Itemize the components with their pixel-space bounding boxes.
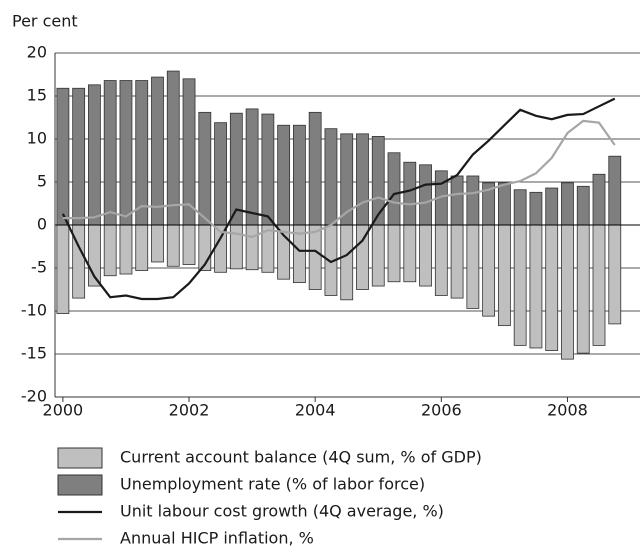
bar <box>497 224 511 327</box>
bar <box>135 80 149 226</box>
y-axis-label: Per cent <box>12 12 78 31</box>
legend-label: Unit labour cost growth (4Q average, %) <box>120 502 444 521</box>
y-tick-label: -5 <box>31 258 47 277</box>
bar <box>261 113 275 226</box>
legend-swatch <box>57 447 103 469</box>
bar <box>182 78 196 226</box>
bar <box>419 164 432 226</box>
bar <box>72 87 86 226</box>
bar <box>135 224 149 271</box>
bar <box>119 80 133 226</box>
bar <box>182 224 196 265</box>
bar <box>356 133 369 226</box>
bar <box>529 224 543 349</box>
x-tick-label: 2002 <box>169 401 210 420</box>
y-tick-label: -10 <box>21 301 47 320</box>
bar <box>166 224 180 267</box>
bar <box>293 124 306 226</box>
bar <box>308 224 322 290</box>
x-tick-label: 2000 <box>43 401 84 420</box>
y-tick-label: 5 <box>37 172 47 191</box>
bar <box>56 224 70 314</box>
bar <box>592 173 606 226</box>
bar <box>387 152 401 226</box>
bar <box>561 224 574 360</box>
bar <box>403 161 417 226</box>
bar <box>608 155 622 226</box>
bar <box>371 136 385 226</box>
x-tick-label: 2004 <box>295 401 336 420</box>
line <box>61 97 616 301</box>
bar <box>513 224 527 346</box>
bar <box>608 224 622 325</box>
bar <box>434 224 448 296</box>
bar <box>308 111 322 226</box>
legend-label: Unemployment rate (% of labor force) <box>120 475 425 494</box>
bar <box>166 70 180 226</box>
y-tick-label: -20 <box>21 387 47 406</box>
bar <box>88 84 101 226</box>
bar <box>151 224 164 263</box>
bar <box>277 124 291 226</box>
bar <box>419 224 432 287</box>
y-tick-label: 15 <box>27 86 47 105</box>
bar <box>466 175 480 226</box>
bar <box>340 224 354 301</box>
bar <box>151 76 164 226</box>
bar <box>229 224 243 270</box>
bar <box>245 224 259 271</box>
bar <box>482 224 496 317</box>
legend-label: Current account balance (4Q sum, % of GD… <box>120 448 482 467</box>
bar <box>324 128 338 226</box>
bar <box>513 189 527 226</box>
y-tick-label: -15 <box>21 344 47 363</box>
bar <box>576 224 590 354</box>
x-tick-label: 2006 <box>421 401 462 420</box>
bar <box>561 182 574 226</box>
bar <box>103 80 117 226</box>
x-tick-label: 2008 <box>547 401 588 420</box>
bar <box>576 185 590 226</box>
y-tick-label: 10 <box>27 129 47 148</box>
bar <box>592 224 606 346</box>
legend-label: Annual HICP inflation, % <box>120 529 314 548</box>
bar <box>214 122 227 226</box>
bar <box>450 175 464 226</box>
bar <box>371 224 385 287</box>
legend-swatch <box>57 474 103 496</box>
bar <box>466 224 480 309</box>
bar <box>529 191 543 226</box>
bar <box>387 224 401 283</box>
line <box>62 119 616 239</box>
bar <box>497 182 511 226</box>
bar <box>450 224 464 299</box>
bar <box>545 187 559 226</box>
bar <box>545 224 559 351</box>
bar <box>103 224 117 277</box>
y-tick-label: 20 <box>27 43 47 62</box>
bar <box>119 224 133 275</box>
bar <box>229 112 243 226</box>
bar <box>198 111 212 226</box>
bar <box>245 108 259 226</box>
y-tick-label: 0 <box>37 215 47 234</box>
bar <box>56 87 70 226</box>
bar <box>403 224 417 283</box>
